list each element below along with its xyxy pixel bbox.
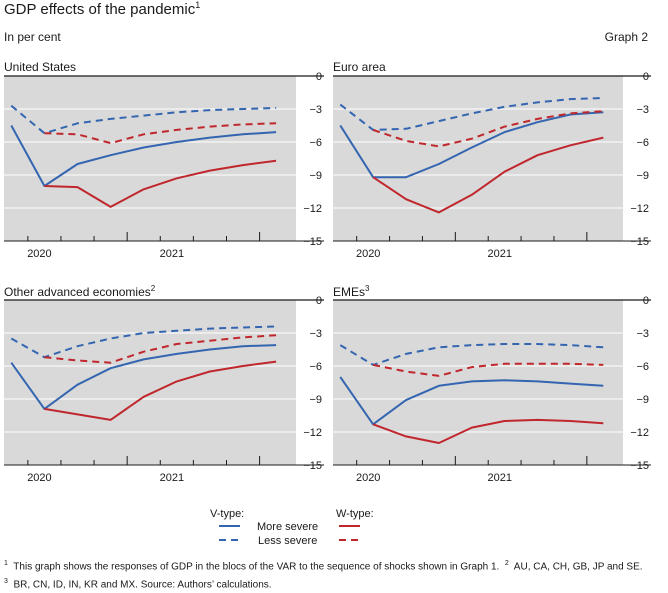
y-tick-label: −9 bbox=[636, 394, 649, 406]
x-tick-label: 2021 bbox=[487, 472, 511, 484]
series-line-w-type-more-severe bbox=[372, 136, 604, 214]
legend-less-severe-label: Less severe bbox=[258, 535, 317, 546]
panel-title-text: Other advanced economies bbox=[4, 285, 151, 299]
plot-background bbox=[4, 300, 296, 465]
panel-title-oae: Other advanced economies2 bbox=[4, 284, 155, 299]
y-tick-label: −15 bbox=[630, 460, 649, 472]
panel-title-text: United States bbox=[4, 60, 77, 74]
footnote-marker-2: 2 bbox=[504, 560, 509, 567]
y-tick-label: −9 bbox=[309, 170, 322, 182]
unit-label: In per cent bbox=[4, 30, 61, 44]
x-tick-label: 2021 bbox=[487, 248, 511, 260]
y-tick-label: 0 bbox=[643, 71, 649, 83]
series-line-w-type-less-severe bbox=[372, 110, 604, 148]
legend-graphic: V-type: W-type: More severe Less severe bbox=[210, 508, 374, 546]
panel-title-us: United States bbox=[4, 59, 76, 74]
y-tick-label: −9 bbox=[636, 170, 649, 182]
y-tick-label: −3 bbox=[309, 328, 322, 340]
series-line-w-type-more-severe bbox=[372, 418, 604, 444]
series-line-v-type-more-severe bbox=[339, 376, 604, 426]
y-tick-label: −6 bbox=[309, 137, 322, 149]
x-tick-label: 2021 bbox=[160, 472, 184, 484]
panel-title-text: EMEs bbox=[333, 285, 366, 299]
series-line-w-type-less-severe bbox=[372, 362, 604, 377]
y-tick-label: −6 bbox=[636, 361, 649, 373]
panel-title-emes: EMEs3 bbox=[333, 284, 369, 299]
y-tick-label: 0 bbox=[316, 71, 322, 83]
chart-united-states: 0 −3 −6 −9 −12 −15 2020 2021 bbox=[4, 71, 324, 260]
y-tick-label: −3 bbox=[636, 328, 649, 340]
chart-euro-area: 0 −3 −6 −9 −12 −15 2020 2021 bbox=[333, 71, 651, 260]
series-line-v-type-less-severe bbox=[339, 343, 604, 366]
graph-number: Graph 2 bbox=[604, 30, 648, 44]
y-tick-label: −9 bbox=[309, 394, 322, 406]
legend-more-severe-label: More severe bbox=[257, 521, 318, 533]
x-tick-label: 2021 bbox=[160, 248, 184, 260]
legend-v-type-label: V-type: bbox=[210, 508, 244, 520]
series-line-v-type-less-severe bbox=[10, 325, 277, 359]
chart-other-advanced-economies: 0 −3 −6 −9 −12 −15 2020 2021 bbox=[4, 295, 324, 484]
y-tick-label: −12 bbox=[630, 203, 649, 215]
footnote-text-2: AU, CA, CH, GB, JP and SE. bbox=[513, 561, 643, 573]
series-line-v-type-less-severe bbox=[10, 104, 277, 135]
series-line-v-type-more-severe bbox=[339, 111, 604, 179]
footnote-text-1: This graph shows the responses of GDP in… bbox=[13, 561, 500, 573]
y-tick-label: −3 bbox=[309, 104, 322, 116]
x-tick-label: 2020 bbox=[27, 472, 51, 484]
footnote: 1 This graph shows the responses of GDP … bbox=[4, 556, 654, 593]
y-tick-label: −6 bbox=[636, 137, 649, 149]
chart-emes: 0 −3 −6 −9 −12 −15 2020 2021 bbox=[333, 295, 651, 484]
y-tick-label: 0 bbox=[316, 295, 322, 307]
series-line-w-type-less-severe bbox=[44, 334, 277, 364]
plot-background bbox=[333, 76, 623, 241]
y-tick-label: −15 bbox=[303, 460, 322, 472]
series-line-w-type-more-severe bbox=[44, 360, 277, 421]
y-tick-label: −6 bbox=[309, 361, 322, 373]
series-line-v-type-more-severe bbox=[10, 344, 277, 410]
panel-title-note: 3 bbox=[365, 284, 370, 293]
title-text: GDP effects of the pandemic bbox=[4, 1, 196, 18]
series-line-w-type-more-severe bbox=[44, 159, 277, 208]
panel-title-text: Euro area bbox=[333, 60, 386, 74]
panel-title-euro: Euro area bbox=[333, 59, 386, 74]
y-tick-label: 0 bbox=[643, 295, 649, 307]
legend: V-type: W-type: More severe Less severe bbox=[0, 506, 668, 546]
title-footnote-marker: 1 bbox=[195, 0, 201, 10]
x-tick-label: 2020 bbox=[356, 472, 380, 484]
y-tick-label: −12 bbox=[303, 203, 322, 215]
legend-w-type-label: W-type: bbox=[336, 508, 374, 520]
x-tick-label: 2020 bbox=[27, 248, 51, 260]
y-tick-label: −3 bbox=[636, 104, 649, 116]
footnote-marker-3: 3 bbox=[4, 578, 8, 586]
x-tick-label: 2020 bbox=[356, 248, 380, 260]
y-tick-label: −12 bbox=[303, 427, 322, 439]
y-tick-label: −12 bbox=[630, 427, 649, 439]
panel-title-note: 2 bbox=[150, 284, 156, 293]
plot-background bbox=[333, 300, 623, 465]
page-title: GDP effects of the pandemic1 bbox=[4, 0, 200, 18]
plot-background bbox=[4, 76, 296, 241]
series-line-v-type-more-severe bbox=[10, 125, 277, 187]
y-tick-label: −15 bbox=[303, 236, 322, 248]
series-line-v-type-less-severe bbox=[339, 97, 604, 131]
footnote-text-3: BR, CN, ID, IN, KR and MX. Source: Autho… bbox=[13, 579, 272, 591]
y-tick-label: −15 bbox=[630, 236, 649, 248]
series-line-w-type-less-severe bbox=[44, 122, 277, 145]
footnote-marker-1: 1 bbox=[4, 560, 8, 567]
